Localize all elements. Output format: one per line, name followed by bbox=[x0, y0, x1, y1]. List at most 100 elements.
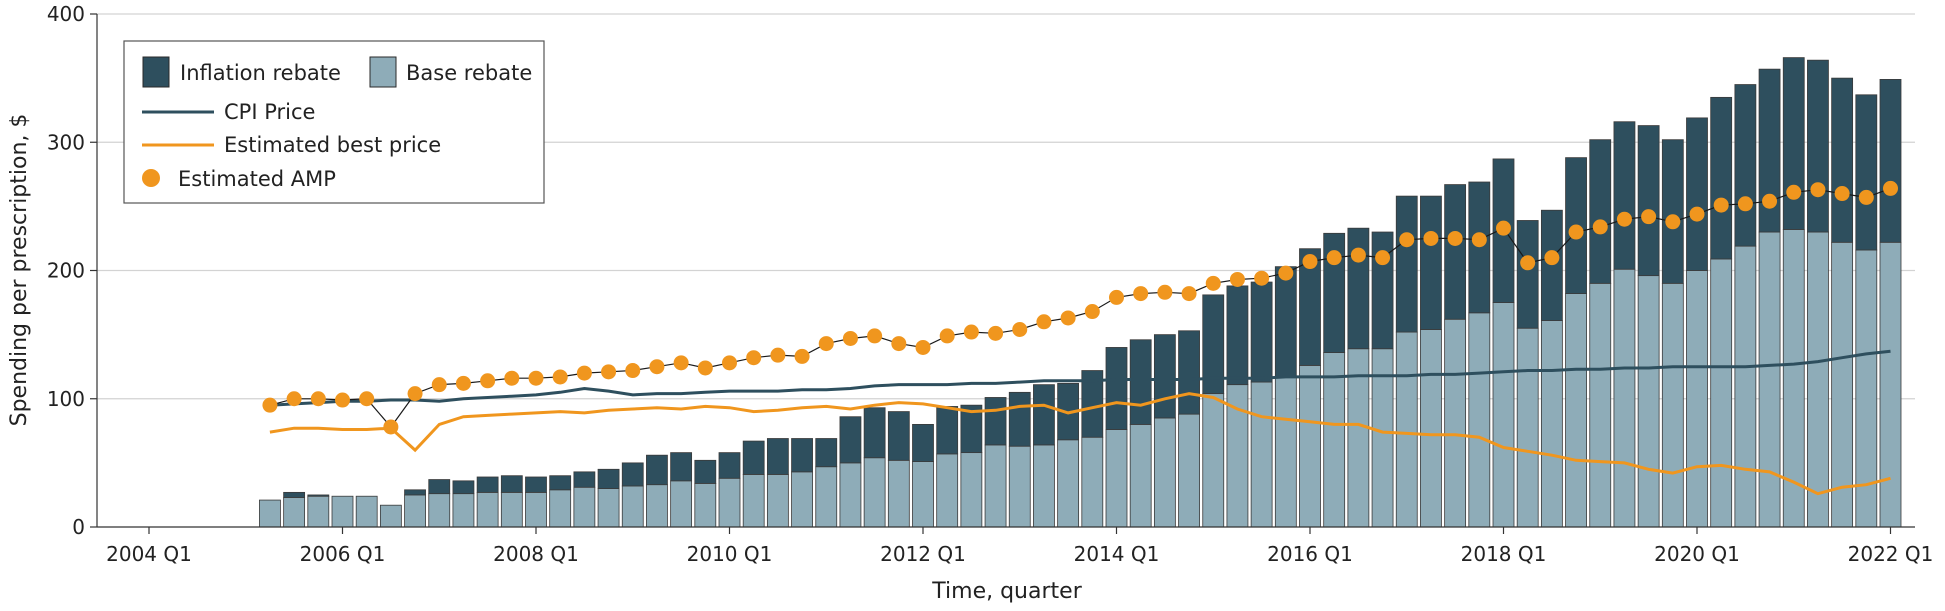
bar-base-rebate bbox=[597, 488, 620, 528]
point-estimated-amp bbox=[1544, 250, 1560, 266]
point-estimated-amp bbox=[1665, 214, 1681, 230]
bar-inflation-rebate bbox=[863, 407, 886, 459]
legend-label-amp: Estimated AMP bbox=[178, 167, 336, 191]
y-tick-label: 300 bbox=[47, 130, 85, 154]
point-estimated-amp bbox=[528, 370, 544, 386]
bar-base-rebate bbox=[1686, 270, 1708, 528]
x-tick-label: 2018 Q1 bbox=[1461, 542, 1547, 566]
bar-base-rebate bbox=[1468, 312, 1491, 528]
bar-base-rebate bbox=[428, 493, 451, 528]
legend-label-base-rebate: Base rebate bbox=[406, 61, 532, 85]
bar-base-rebate bbox=[476, 491, 499, 528]
point-estimated-amp bbox=[1423, 230, 1439, 246]
point-estimated-amp bbox=[722, 355, 737, 371]
point-estimated-amp bbox=[601, 364, 617, 380]
bar-base-rebate bbox=[1734, 245, 1757, 528]
bar-inflation-rebate bbox=[1395, 195, 1418, 333]
legend-label-inflation-rebate: Inflation rebate bbox=[180, 61, 341, 85]
bar-base-rebate bbox=[839, 462, 862, 528]
point-estimated-amp bbox=[576, 365, 592, 381]
point-estimated-amp bbox=[1834, 186, 1850, 202]
point-estimated-amp bbox=[1012, 321, 1028, 337]
legend-label-cpi-price: CPI Price bbox=[224, 100, 315, 124]
point-estimated-amp bbox=[1858, 189, 1874, 205]
bar-base-rebate bbox=[718, 477, 741, 528]
legend-box bbox=[123, 40, 545, 204]
point-estimated-amp bbox=[1786, 184, 1802, 200]
point-estimated-amp bbox=[1133, 286, 1149, 302]
point-estimated-amp bbox=[262, 397, 278, 413]
bar-inflation-rebate bbox=[718, 452, 741, 479]
point-estimated-amp bbox=[770, 347, 786, 363]
bar-inflation-rebate bbox=[1226, 285, 1249, 386]
point-estimated-amp bbox=[1254, 270, 1270, 286]
point-estimated-amp bbox=[867, 328, 883, 344]
point-estimated-amp bbox=[988, 325, 1004, 341]
bar-base-rebate bbox=[742, 474, 765, 528]
bar-base-rebate bbox=[766, 474, 789, 528]
bar-base-rebate bbox=[1831, 241, 1854, 528]
bar-base-rebate bbox=[379, 504, 402, 528]
bar-inflation-rebate bbox=[1371, 231, 1394, 350]
y-axis-title: Spending per prescription, $ bbox=[7, 114, 32, 427]
bar-inflation-rebate bbox=[1710, 96, 1733, 260]
point-estimated-amp bbox=[915, 339, 931, 355]
point-estimated-amp bbox=[939, 328, 955, 344]
point-estimated-amp bbox=[1229, 271, 1245, 287]
bar-inflation-rebate bbox=[307, 494, 330, 497]
bar-inflation-rebate bbox=[1758, 68, 1781, 233]
bar-inflation-rebate bbox=[452, 480, 475, 495]
point-estimated-amp bbox=[1157, 284, 1173, 300]
point-estimated-amp bbox=[383, 419, 399, 435]
bar-base-rebate bbox=[984, 444, 1007, 528]
point-estimated-amp bbox=[407, 386, 423, 402]
bar-inflation-rebate bbox=[936, 406, 959, 455]
bar-base-rebate bbox=[1420, 329, 1442, 528]
bar-inflation-rebate bbox=[839, 416, 862, 464]
bar-base-rebate bbox=[525, 491, 547, 528]
point-estimated-amp bbox=[431, 377, 447, 393]
x-tick-label: 2016 Q1 bbox=[1267, 542, 1353, 566]
bar-base-rebate bbox=[1129, 423, 1152, 528]
bar-base-rebate bbox=[1492, 302, 1515, 528]
point-estimated-amp bbox=[1810, 182, 1826, 198]
bar-inflation-rebate bbox=[1105, 347, 1128, 430]
bar-base-rebate bbox=[960, 452, 983, 528]
point-estimated-amp bbox=[1399, 232, 1415, 248]
bar-inflation-rebate bbox=[1516, 220, 1539, 329]
bar-base-rebate bbox=[887, 459, 910, 528]
bar-base-rebate bbox=[1057, 439, 1080, 528]
x-tick-label: 2004 Q1 bbox=[106, 542, 192, 566]
point-estimated-amp bbox=[455, 375, 471, 391]
bar-inflation-rebate bbox=[670, 452, 693, 482]
bar-inflation-rebate bbox=[1033, 384, 1055, 446]
bar-base-rebate bbox=[815, 466, 838, 528]
point-estimated-amp bbox=[625, 363, 641, 379]
bar-inflation-rebate bbox=[404, 489, 426, 496]
bar-inflation-rebate bbox=[1734, 84, 1757, 247]
bar-base-rebate bbox=[1299, 365, 1321, 528]
bar-inflation-rebate bbox=[1250, 281, 1273, 383]
point-estimated-amp bbox=[1616, 211, 1632, 227]
bar-base-rebate bbox=[500, 491, 523, 528]
y-tick-label: 0 bbox=[72, 515, 85, 539]
bar-inflation-rebate bbox=[1008, 391, 1031, 447]
bar-inflation-rebate bbox=[428, 479, 451, 495]
bar-base-rebate bbox=[912, 461, 934, 528]
bar-inflation-rebate bbox=[1855, 94, 1878, 251]
x-tick-label: 2020 Q1 bbox=[1654, 542, 1740, 566]
point-estimated-amp bbox=[1181, 286, 1197, 302]
bar-base-rebate bbox=[1395, 331, 1418, 528]
bar-base-rebate bbox=[331, 495, 354, 528]
bar-inflation-rebate bbox=[1661, 139, 1684, 284]
x-tick-label: 2012 Q1 bbox=[880, 542, 966, 566]
bar-base-rebate bbox=[404, 494, 426, 528]
bar-inflation-rebate bbox=[984, 397, 1007, 446]
amp-markers bbox=[262, 180, 1898, 435]
bar-inflation-rebate bbox=[1153, 334, 1176, 419]
x-tick-label: 2022 Q1 bbox=[1848, 542, 1934, 566]
bar-base-rebate bbox=[670, 480, 693, 528]
point-estimated-amp bbox=[697, 360, 713, 376]
bar-inflation-rebate bbox=[1347, 227, 1370, 350]
